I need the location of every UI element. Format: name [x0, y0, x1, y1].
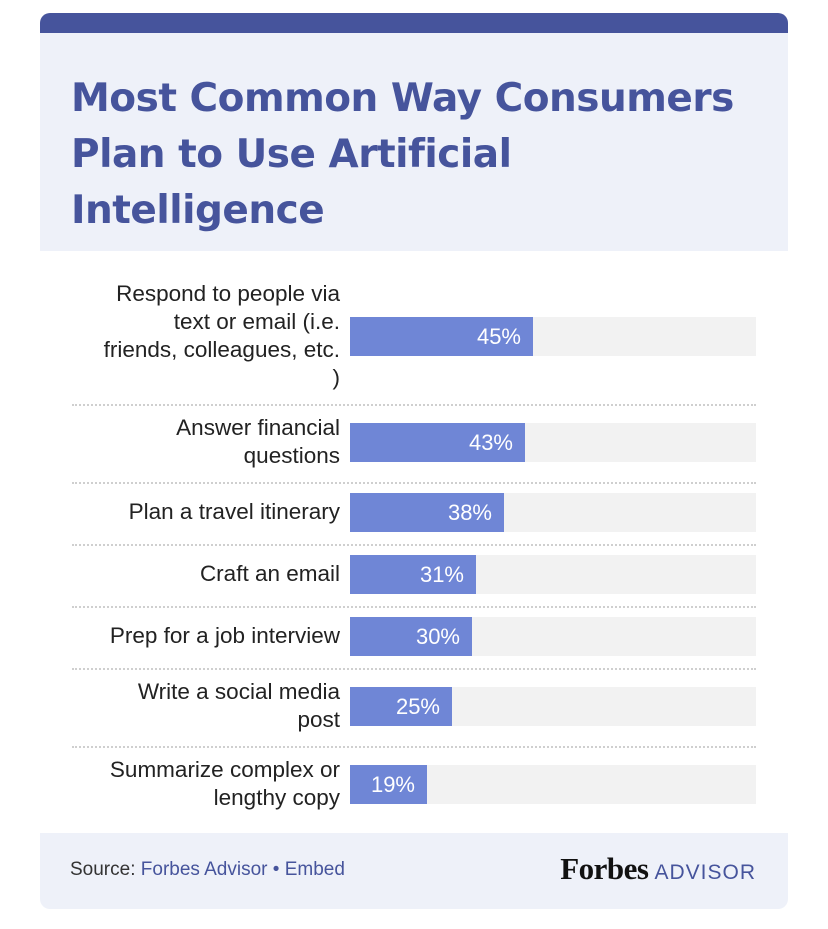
bar-track: 19%: [350, 765, 756, 804]
bar-value-label: 31%: [419, 562, 464, 587]
bar-label: Answer financial questions: [176, 414, 340, 468]
bar: 38%: [350, 493, 504, 532]
bar: 19%: [350, 765, 427, 804]
bar-track: 38%: [350, 493, 756, 532]
row-divider: [72, 482, 756, 484]
bar-value-label: 45%: [476, 324, 521, 349]
bar: 45%: [350, 317, 533, 356]
bar: 30%: [350, 617, 472, 656]
bar-track: 30%: [350, 617, 756, 656]
source-separator: •: [272, 859, 280, 880]
bar: 25%: [350, 687, 452, 726]
bar-value-label: 43%: [468, 430, 513, 455]
row-divider: [72, 668, 756, 670]
bar-label: Prep for a job interview: [109, 622, 340, 648]
bar-label: Summarize complex or lengthy copy: [109, 756, 340, 810]
bar-track: 25%: [350, 687, 756, 726]
row-divider: [72, 606, 756, 608]
chart-title: Most Common Way Consumers Plan to Use Ar…: [71, 76, 734, 233]
bar-label: Plan a travel itinerary: [128, 498, 340, 524]
forbes-advisor-logo: Forbes ADVISOR: [560, 851, 756, 887]
row-divider: [72, 404, 756, 406]
bar-track: 31%: [350, 555, 756, 594]
row-divider: [72, 746, 756, 748]
source-line: Source: Forbes Advisor • Embed: [70, 859, 345, 881]
bar-value-label: 25%: [395, 694, 440, 719]
source-link[interactable]: Forbes Advisor: [140, 859, 268, 880]
chart-footer: Source: Forbes Advisor • Embed Forbes ADV…: [40, 833, 788, 909]
bar: 31%: [350, 555, 476, 594]
embed-link[interactable]: Embed: [284, 859, 345, 880]
bar-label: Write a social media post: [137, 678, 340, 732]
bar-label: Respond to people via text or email (i.e…: [103, 280, 340, 390]
bar-value-label: 38%: [447, 500, 492, 525]
brand-advisor: ADVISOR: [654, 861, 756, 884]
chart-header: Most Common Way Consumers Plan to Use Ar…: [40, 33, 788, 251]
source-label: Source:: [70, 859, 136, 880]
brand-forbes: Forbes: [560, 851, 649, 886]
top-accent-strip: [40, 13, 788, 33]
bar-track: 45%: [350, 317, 756, 356]
bar-label: Craft an email: [199, 560, 340, 586]
bar-track: 43%: [350, 423, 756, 462]
bar-value-label: 30%: [415, 624, 460, 649]
bar-value-label: 19%: [370, 772, 415, 797]
row-divider: [72, 544, 756, 546]
bar: 43%: [350, 423, 525, 462]
